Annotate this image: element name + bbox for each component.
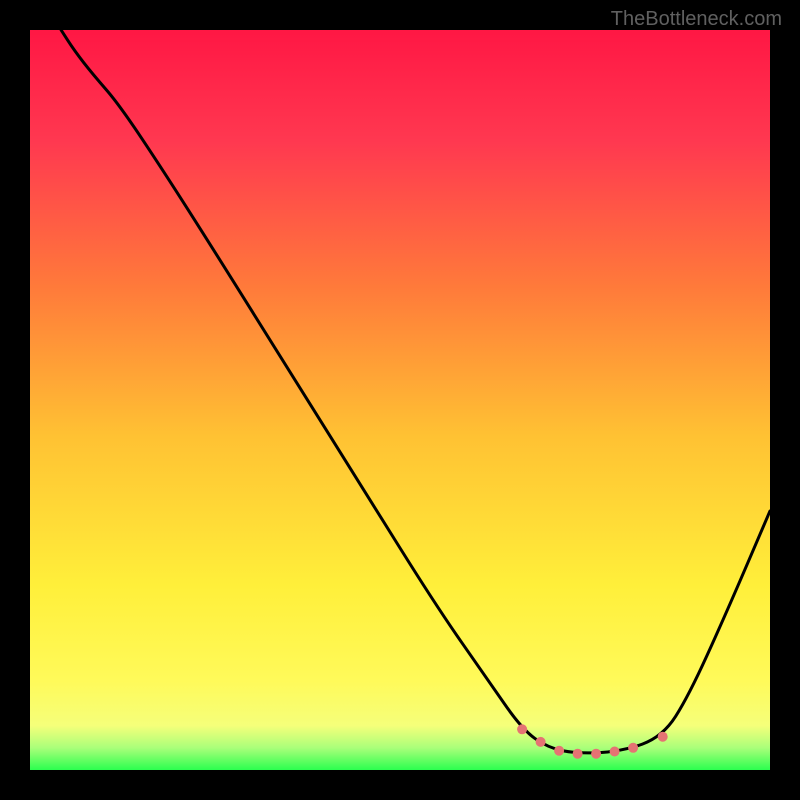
curve-marker xyxy=(573,749,583,759)
curve-marker xyxy=(658,732,668,742)
curve-marker xyxy=(517,724,527,734)
curve-marker xyxy=(554,746,564,756)
curve-overlay xyxy=(30,30,770,770)
curve-marker xyxy=(610,747,620,757)
curve-marker xyxy=(536,737,546,747)
curve-marker xyxy=(591,749,601,759)
chart-area xyxy=(30,30,770,770)
curve-marker xyxy=(628,743,638,753)
attribution-text: TheBottleneck.com xyxy=(611,8,782,31)
bottleneck-curve xyxy=(61,30,770,753)
